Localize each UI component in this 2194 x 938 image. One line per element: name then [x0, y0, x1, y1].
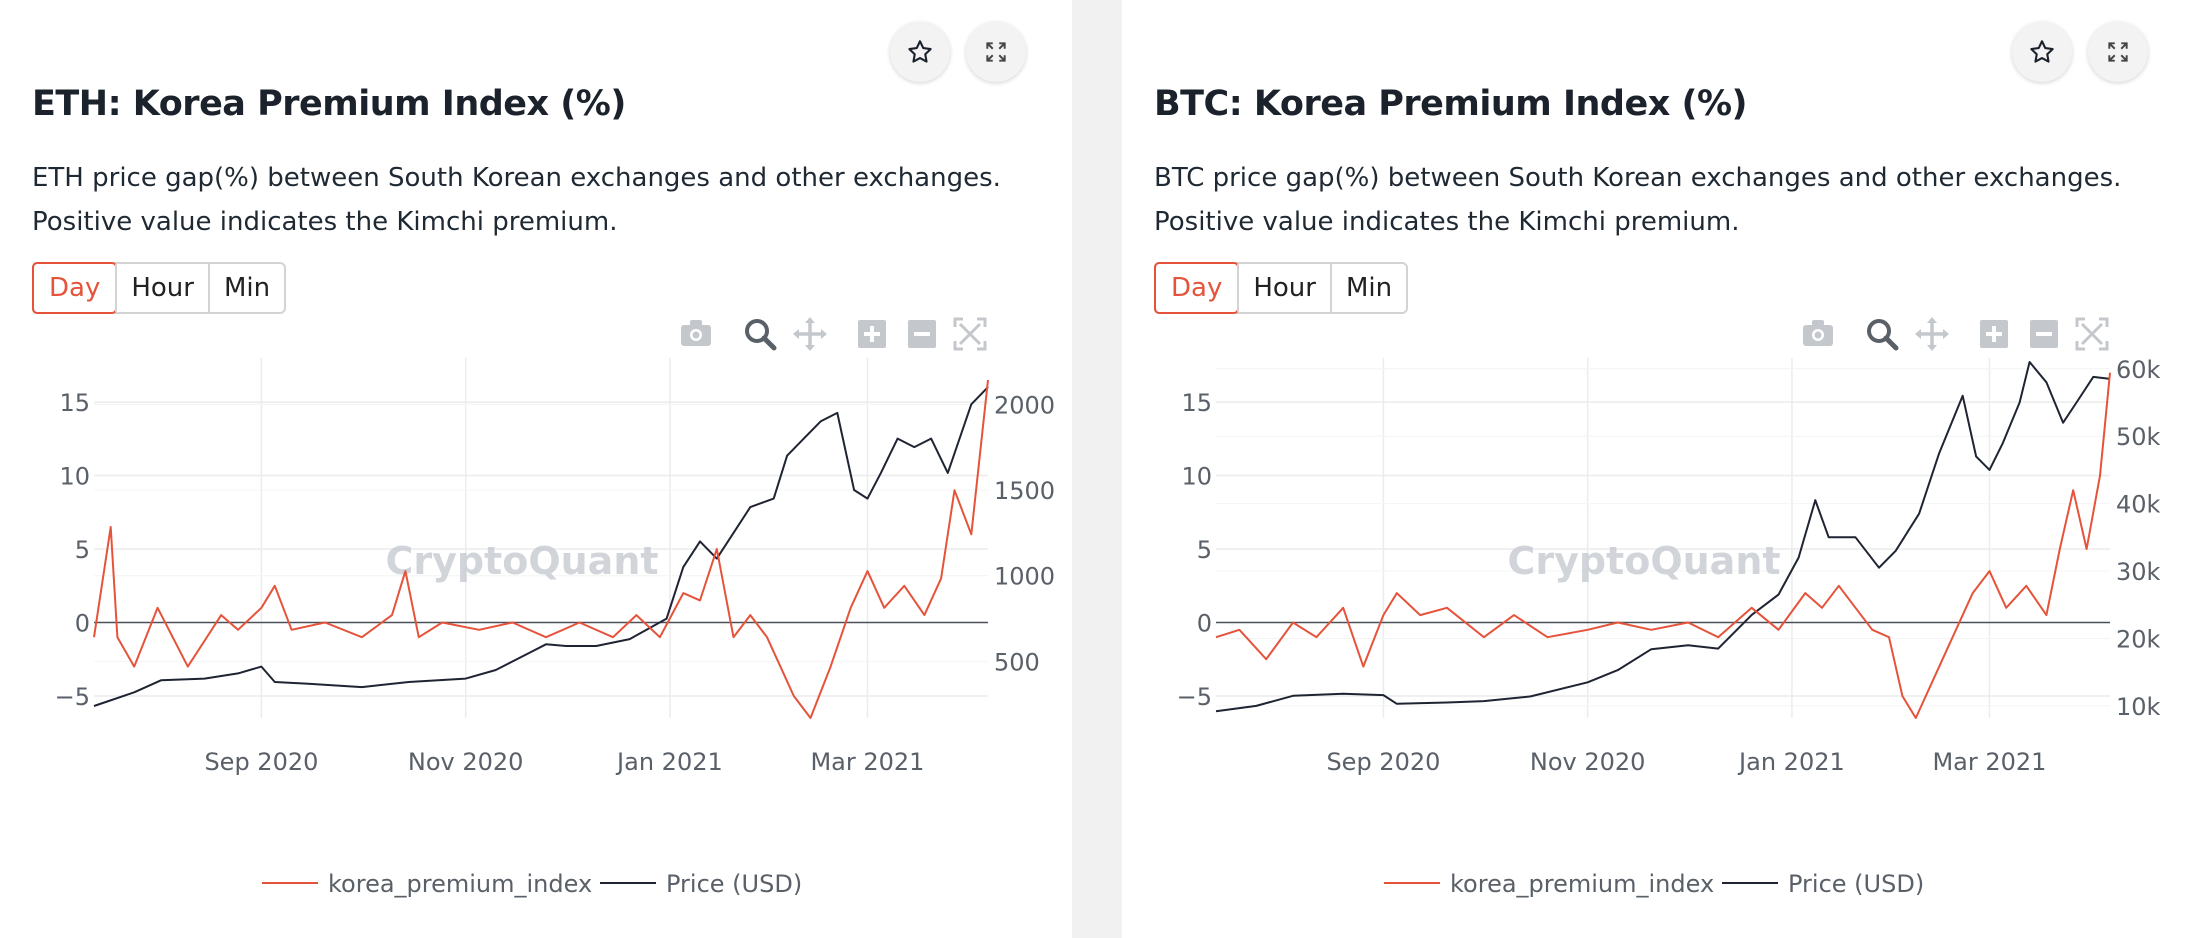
- favorite-button[interactable]: [890, 22, 950, 82]
- autoscale-icon[interactable]: [953, 317, 987, 351]
- x-tick-label: Sep 2020: [1326, 748, 1440, 776]
- modebar: [681, 317, 987, 351]
- tab-day[interactable]: Day: [32, 262, 118, 314]
- y-right-tick-label: 60k: [2116, 356, 2161, 384]
- y-right-tick-label: 30k: [2116, 558, 2161, 586]
- pan-icon[interactable]: [1915, 317, 1949, 351]
- korea-premium-line: [1215, 372, 2111, 719]
- autoscale-icon[interactable]: [2075, 317, 2109, 351]
- x-tick-label: Jan 2021: [615, 748, 723, 776]
- panel-divider: [1072, 0, 1122, 938]
- price-line: [93, 386, 989, 707]
- zoom-out-icon[interactable]: [908, 320, 936, 348]
- legend-label-price[interactable]: Price (USD): [666, 870, 802, 898]
- eth-premium-chart: Sep 2020 Nov 2020 Jan 2021 Mar 2021 −5 0 5 10 15…: [55, 317, 1055, 898]
- fullscreen-button[interactable]: [2088, 22, 2148, 82]
- x-tick-label: Mar 2021: [810, 748, 924, 776]
- tab-hour[interactable]: Hour: [1237, 264, 1330, 312]
- btc-premium-chart: Sep 2020 Nov 2020 Jan 2021 Mar 2021 −5 0 5 10 15…: [1177, 317, 2161, 898]
- camera-icon[interactable]: [1803, 320, 1833, 346]
- description-line-1: BTC price gap(%) between South Korean ex…: [1154, 163, 2122, 193]
- x-tick-label: Nov 2020: [1530, 748, 1646, 776]
- expand-icon: [986, 42, 1006, 62]
- y-right-tick-label: 2000: [994, 391, 1055, 419]
- interval-tabs: Day Hour Min: [32, 262, 287, 314]
- star-icon: [2030, 40, 2054, 63]
- chart-title: BTC: Korea Premium Index (%): [1154, 84, 1748, 124]
- zoom-in-icon[interactable]: [1980, 320, 2008, 348]
- price-line: [1215, 361, 2111, 713]
- y-left-tick-label: 10: [1181, 463, 1212, 491]
- modebar: [1803, 317, 2109, 351]
- axes: Sep 2020 Nov 2020 Jan 2021 Mar 2021 −5 0 5 10 15…: [55, 389, 1055, 776]
- x-tick-label: Mar 2021: [1932, 748, 2046, 776]
- legend-label-price[interactable]: Price (USD): [1788, 870, 1924, 898]
- pan-icon[interactable]: [793, 317, 827, 351]
- y-right-tick-label: 1500: [994, 477, 1055, 505]
- y-right-tick-label: 10k: [2116, 693, 2161, 721]
- legend: korea_premium_index Price (USD): [262, 870, 802, 898]
- y-left-tick-label: 15: [59, 389, 90, 417]
- star-icon: [908, 40, 932, 63]
- eth-chart-panel: ETH: Korea Premium Index (%) ETH price g…: [0, 0, 1072, 938]
- tab-min[interactable]: Min: [207, 264, 284, 312]
- y-left-tick-label: −5: [55, 683, 90, 711]
- zoom-icon[interactable]: [745, 319, 777, 351]
- zoom-icon[interactable]: [1867, 319, 1899, 351]
- zoom-out-icon[interactable]: [2030, 320, 2058, 348]
- korea-premium-line: [93, 379, 989, 719]
- legend-label-premium[interactable]: korea_premium_index: [1450, 870, 1714, 898]
- interval-tabs: Day Hour Min: [1154, 262, 1409, 314]
- description-line-1: ETH price gap(%) between South Korean ex…: [32, 163, 1001, 193]
- y-right-tick-label: 500: [994, 648, 1040, 676]
- y-left-tick-label: −5: [1177, 683, 1212, 711]
- x-tick-label: Sep 2020: [204, 748, 318, 776]
- x-tick-label: Nov 2020: [408, 748, 524, 776]
- btc-chart-panel: BTC: Korea Premium Index (%) BTC price g…: [1122, 0, 2194, 938]
- favorite-button[interactable]: [2012, 22, 2072, 82]
- series: [93, 379, 989, 719]
- description-line-2: Positive value indicates the Kimchi prem…: [1154, 207, 1740, 237]
- chart-title: ETH: Korea Premium Index (%): [32, 84, 626, 124]
- legend: korea_premium_index Price (USD): [1384, 870, 1924, 898]
- y-right-tick-label: 20k: [2116, 625, 2161, 653]
- series: [1215, 361, 2111, 719]
- legend-label-premium[interactable]: korea_premium_index: [328, 870, 592, 898]
- axes: Sep 2020 Nov 2020 Jan 2021 Mar 2021 −5 0 5 10 15…: [1177, 356, 2161, 776]
- fullscreen-button[interactable]: [966, 22, 1026, 82]
- description-line-2: Positive value indicates the Kimchi prem…: [32, 207, 618, 237]
- tab-day[interactable]: Day: [1154, 262, 1240, 314]
- y-right-tick-label: 1000: [994, 563, 1055, 591]
- camera-icon[interactable]: [681, 320, 711, 346]
- y-right-tick-label: 50k: [2116, 423, 2161, 451]
- y-left-tick-label: 5: [1197, 536, 1212, 564]
- grid: [1216, 358, 2110, 718]
- chart-description: BTC price gap(%) between South Korean ex…: [1154, 156, 2164, 244]
- zoom-in-icon[interactable]: [858, 320, 886, 348]
- y-left-tick-label: 0: [1197, 609, 1212, 637]
- y-left-tick-label: 5: [75, 536, 90, 564]
- expand-icon: [2108, 42, 2128, 62]
- x-tick-label: Jan 2021: [1737, 748, 1845, 776]
- grid: [94, 358, 988, 718]
- tab-hour[interactable]: Hour: [115, 264, 208, 312]
- watermark: CryptoQuant: [385, 539, 658, 583]
- tab-min[interactable]: Min: [1329, 264, 1406, 312]
- y-left-tick-label: 0: [75, 609, 90, 637]
- watermark: CryptoQuant: [1507, 539, 1780, 583]
- y-right-tick-label: 40k: [2116, 491, 2161, 519]
- chart-description: ETH price gap(%) between South Korean ex…: [32, 156, 1042, 244]
- y-left-tick-label: 10: [59, 463, 90, 491]
- y-left-tick-label: 15: [1181, 389, 1212, 417]
